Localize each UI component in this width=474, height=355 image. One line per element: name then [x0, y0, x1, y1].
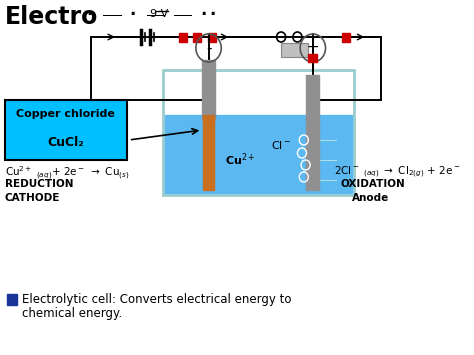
Bar [203, 115, 214, 190]
Text: Electrolytic cell: Converts electrical energy to: Electrolytic cell: Converts electrical e… [22, 293, 291, 306]
Text: Anode: Anode [352, 193, 389, 203]
Text: Cl$^-$: Cl$^-$ [271, 139, 291, 151]
Bar [193, 33, 201, 42]
Bar [342, 33, 350, 42]
Text: REDUCTION: REDUCTION [5, 179, 73, 189]
Text: Cu$^{2+}$ $_{(aq)}$+ 2e$^-$ $\rightarrow$ Cu$_{(s)}$: Cu$^{2+}$ $_{(aq)}$+ 2e$^-$ $\rightarrow… [5, 165, 129, 182]
Bar [202, 60, 215, 120]
Bar [208, 33, 216, 42]
Text: CATHODE: CATHODE [5, 193, 60, 203]
Text: Cu$^{2+}$: Cu$^{2+}$ [225, 152, 255, 168]
Text: OXIDATION: OXIDATION [340, 179, 405, 189]
Bar [163, 70, 354, 195]
Bar [5, 100, 127, 160]
Text: chemical energy.: chemical energy. [22, 307, 122, 320]
Text: +: + [307, 40, 319, 55]
Text: 9 V: 9 V [150, 9, 168, 19]
Bar [281, 43, 308, 57]
Text: Copper chloride: Copper chloride [16, 109, 115, 119]
Bar [7, 294, 17, 305]
Bar [308, 54, 318, 62]
Bar [307, 75, 319, 190]
Text: 2Cl$^-$ $_{(aq)}$ $\rightarrow$ Cl$_{2(g)}$ + 2e$^-$: 2Cl$^-$ $_{(aq)}$ $\rightarrow$ Cl$_{2(g… [334, 165, 460, 180]
Text: -: - [206, 40, 211, 55]
Text: Electro: Electro [5, 5, 98, 29]
Text: $\mathbf{\cdot}$  $\overline{\quad}$  $\mathbf{\cdot}$  $\overline{\quad}$  $\ma: $\mathbf{\cdot}$ $\overline{\quad}$ $\ma… [86, 5, 217, 23]
Text: CuCl₂: CuCl₂ [47, 136, 84, 148]
Bar [165, 115, 352, 193]
Bar [179, 33, 187, 42]
